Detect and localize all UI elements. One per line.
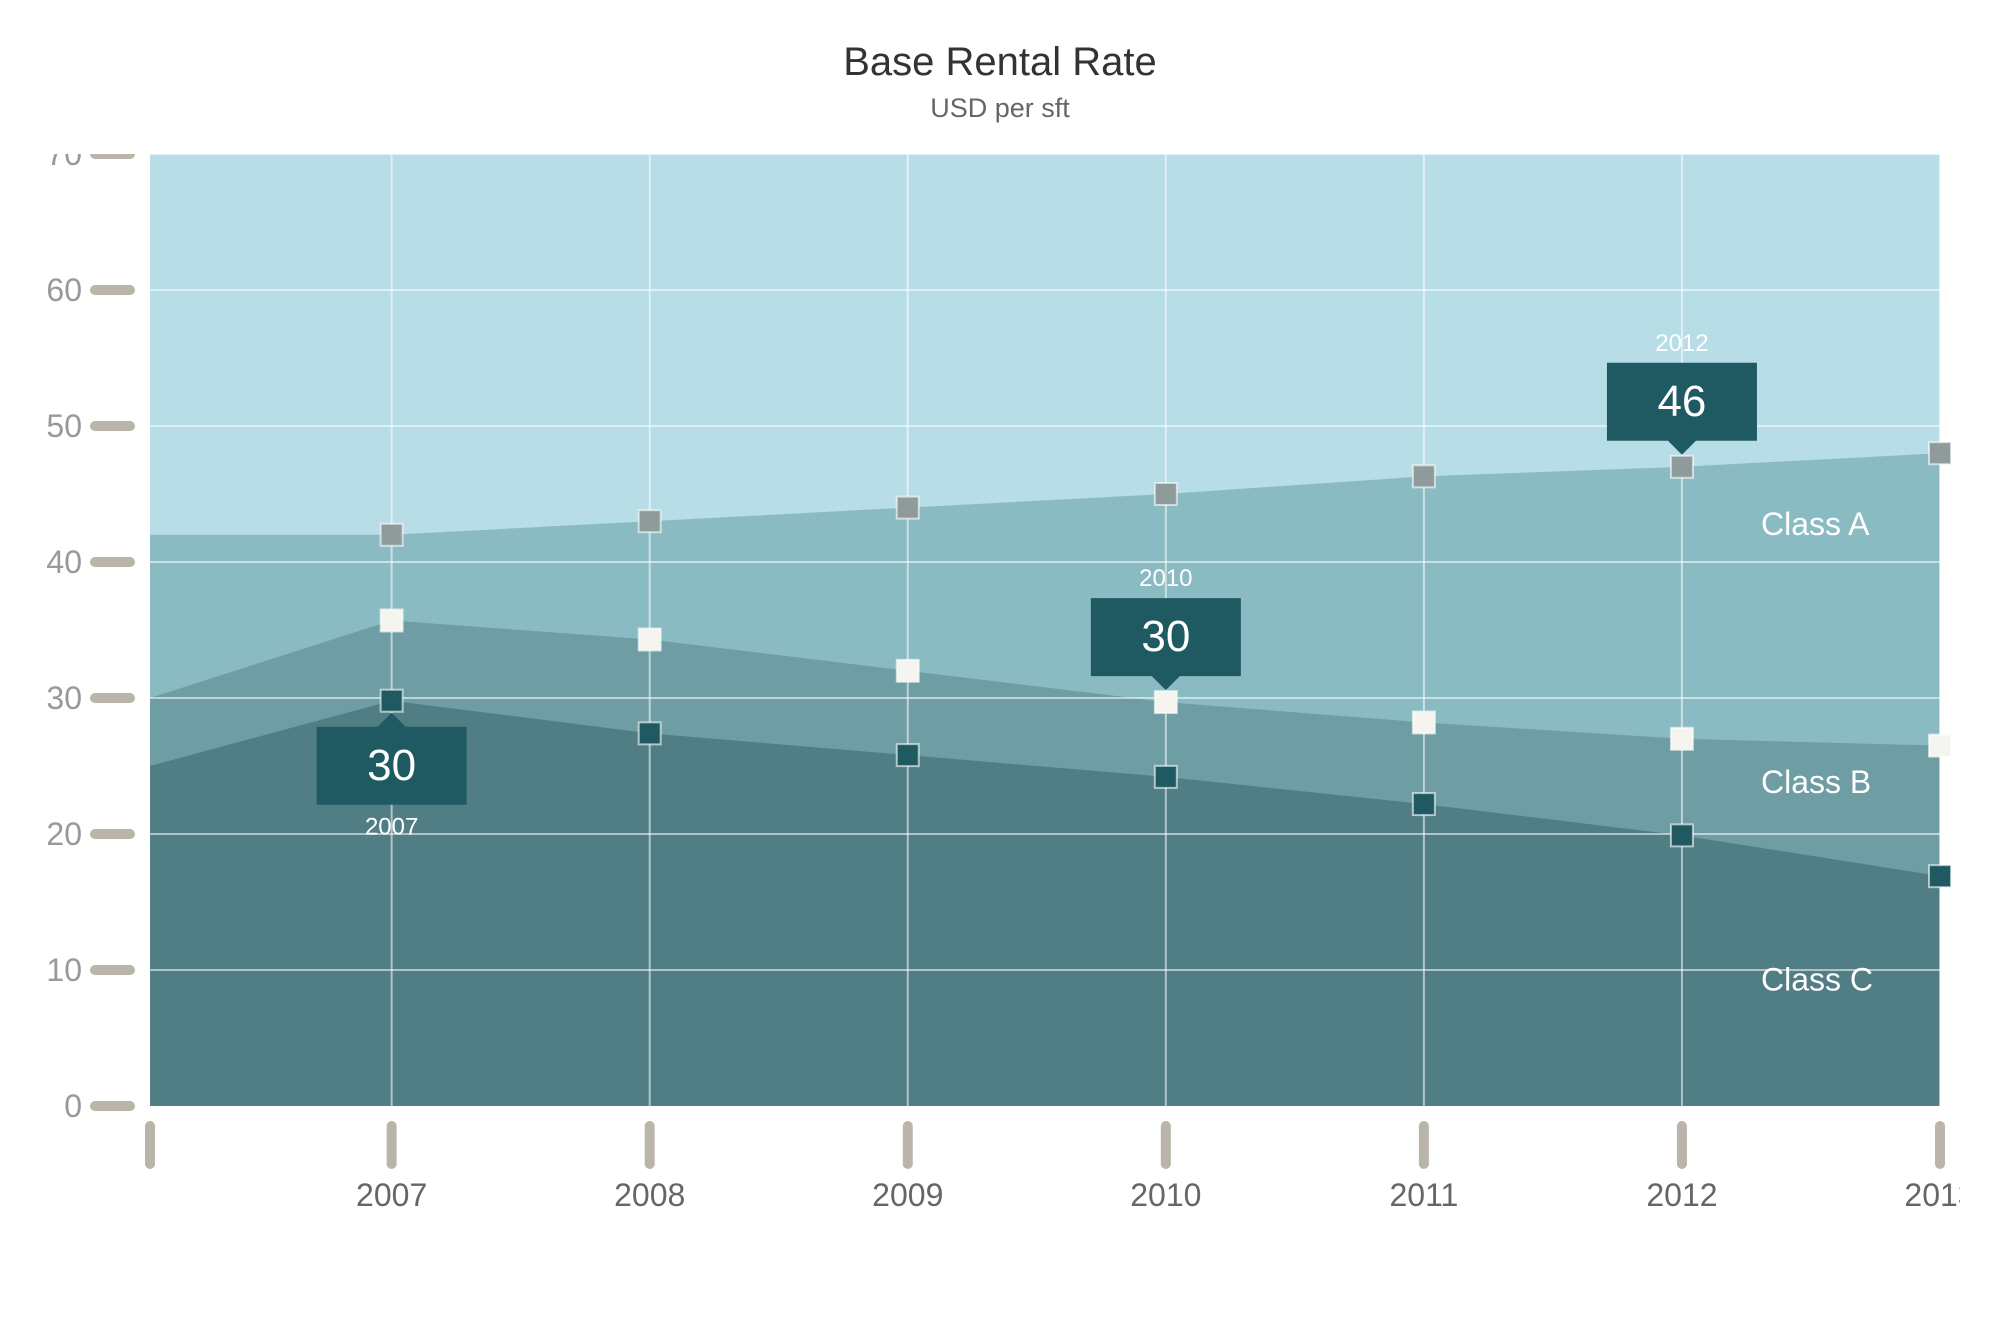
marker-class-a (1155, 483, 1177, 505)
marker-class-c (639, 722, 661, 744)
y-tick-label: 70 (46, 154, 82, 172)
tooltip-value: 30 (1141, 612, 1190, 661)
tooltip-year: 2010 (1139, 565, 1192, 592)
marker-class-c (1155, 766, 1177, 788)
tooltip-year: 2007 (365, 814, 418, 841)
x-tick-label: 2010 (1130, 1177, 1201, 1213)
marker-class-c (897, 744, 919, 766)
marker-class-a (639, 510, 661, 532)
marker-class-a (381, 524, 403, 546)
x-tick-label: 2009 (872, 1177, 943, 1213)
marker-class-c (381, 690, 403, 712)
marker-class-b (1671, 728, 1693, 750)
y-tick-label: 10 (46, 952, 82, 988)
x-tick-label: 2011 (1389, 1177, 1458, 1213)
series-label-class-b: Class B (1761, 764, 1871, 800)
tooltip-value: 46 (1657, 377, 1706, 426)
marker-class-a (1671, 456, 1693, 478)
marker-class-c (1671, 824, 1693, 846)
marker-class-b (1155, 691, 1177, 713)
y-tick-label: 0 (64, 1088, 82, 1124)
series-label-class-c: Class C (1761, 961, 1873, 997)
marker-class-a (1413, 465, 1435, 487)
x-tick-label: 2012 (1646, 1177, 1717, 1213)
rental-rate-chart: Base Rental Rate USD per sft Class AClas… (40, 40, 1960, 1254)
chart-subtitle: USD per sft (40, 93, 1960, 124)
x-tick-label: 2013 (1904, 1177, 1960, 1213)
y-tick-label: 60 (46, 272, 82, 308)
y-tick-label: 50 (46, 408, 82, 444)
y-tick-label: 40 (46, 544, 82, 580)
y-tick-label: 20 (46, 816, 82, 852)
y-tick-label: 30 (46, 680, 82, 716)
x-tick-label: 2008 (614, 1177, 685, 1213)
marker-class-a (897, 497, 919, 519)
marker-class-c (1929, 865, 1951, 887)
chart-svg: Class A Class B Class C 0 10 20 30 40 50 60 70 2007… (40, 154, 1960, 1254)
marker-class-b (639, 629, 661, 651)
x-tick-label: 2007 (356, 1177, 427, 1213)
plot-area: Class A Class B Class C 0 10 20 30 40 50 60 70 2007… (40, 154, 1960, 1254)
marker-class-c (1413, 793, 1435, 815)
chart-title: Base Rental Rate (40, 40, 1960, 85)
tooltip-value: 30 (367, 741, 416, 790)
series-label-class-a: Class A (1761, 506, 1870, 542)
marker-class-b (897, 660, 919, 682)
marker-class-b (1929, 735, 1951, 757)
tooltip-year: 2012 (1655, 330, 1708, 357)
marker-class-b (1413, 711, 1435, 733)
marker-class-b (381, 609, 403, 631)
marker-class-a (1929, 442, 1951, 464)
